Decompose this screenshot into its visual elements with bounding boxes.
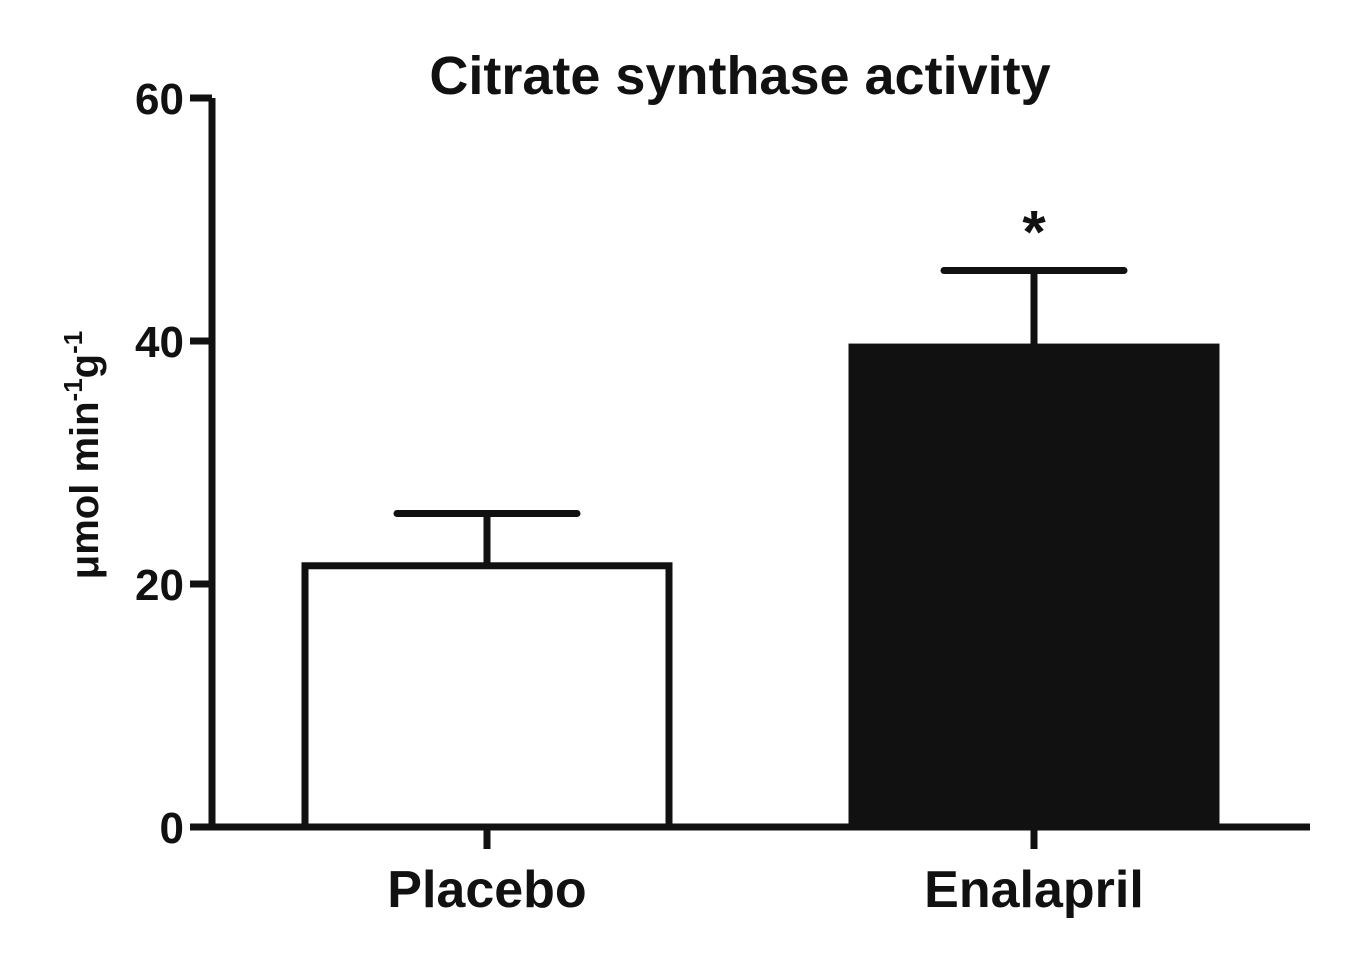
x-tick-label-placebo: Placebo <box>387 861 586 919</box>
chart-title: Citrate synthase activity <box>429 46 1050 106</box>
bar-placebo <box>301 562 673 831</box>
labels-group: Placebo Enalapril * 0 20 40 60 <box>135 75 1144 919</box>
bar-enalapril <box>848 343 1220 831</box>
y-axis-label-base: μmol min <box>63 401 107 579</box>
y-axis-label-sup-2: -1 <box>58 331 88 354</box>
y-axis-label: μmol min-1g-1 <box>58 331 107 580</box>
y-axis-label-mid: g <box>63 354 107 378</box>
bars-group <box>301 267 1220 831</box>
y-tick-label-0: 0 <box>160 804 184 853</box>
y-tick-label-40: 40 <box>135 318 184 367</box>
axes-group <box>190 94 1310 849</box>
y-tick-label-60: 60 <box>135 75 184 124</box>
y-axis-label-sup-1: -1 <box>58 378 88 401</box>
significance-marker-enalapril: * <box>1022 199 1046 266</box>
x-tick-label-enalapril: Enalapril <box>924 861 1144 919</box>
y-tick-label-20: 20 <box>135 561 184 610</box>
